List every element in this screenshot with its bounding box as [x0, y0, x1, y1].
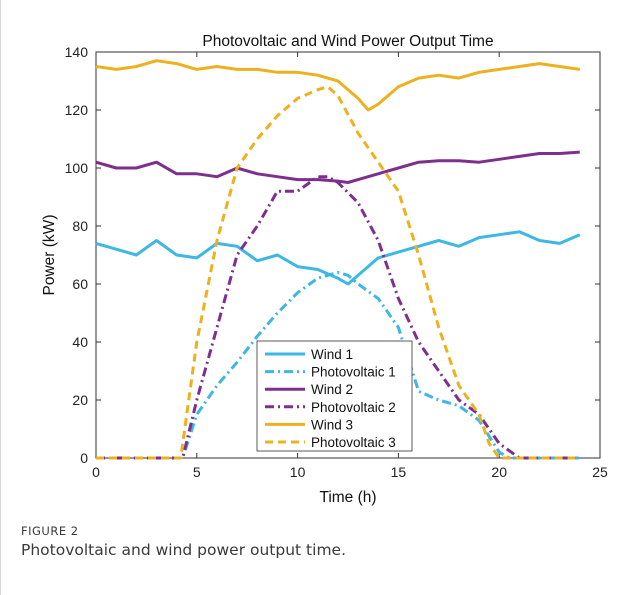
x-tick-label: 5 [193, 464, 201, 480]
x-tick-label: 15 [391, 464, 407, 480]
series-line-photovoltaic-3 [96, 85, 580, 460]
x-tick-label: 10 [290, 464, 306, 480]
y-tick-label: 80 [72, 218, 88, 234]
x-tick-label: 0 [92, 464, 100, 480]
series-line-photovoltaic-2 [96, 175, 580, 460]
axis-ticks: 0 5 10 15 20 25 0 20 40 60 80 100 120 140 [65, 44, 608, 480]
y-tick-label: 60 [72, 276, 88, 292]
y-tick-label: 40 [72, 334, 88, 350]
series-line-wind-1 [95, 230, 581, 286]
legend-label: Photovoltaic 1 [311, 365, 396, 380]
series-lines [95, 59, 581, 460]
figure-caption: FIGURE 2 Photovoltaic and wind power out… [21, 524, 621, 559]
legend-label: Wind 2 [311, 382, 353, 397]
legend-label: Photovoltaic 2 [311, 400, 396, 415]
chart: Photovoltaic and Wind Power Output Time … [41, 33, 608, 506]
y-tick-label: 140 [65, 44, 89, 60]
caption-text: Photovoltaic and wind power output time. [21, 541, 347, 559]
y-tick-label: 100 [65, 160, 89, 176]
x-tick-label: 25 [592, 464, 608, 480]
legend-label: Wind 1 [311, 347, 353, 362]
legend: Wind 1 Photovoltaic 1 Wind 2 Photovoltaic 2… [256, 340, 413, 452]
series-line-wind-2 [95, 150, 580, 184]
legend-label: Photovoltaic 3 [311, 435, 396, 450]
figure-frame: Photovoltaic and Wind Power Output Time … [0, 0, 621, 595]
x-tick-label: 20 [491, 464, 507, 480]
caption-label: FIGURE 2 [21, 524, 79, 538]
legend-box [256, 340, 413, 452]
y-axis-label: Power (kW) [41, 215, 58, 296]
legend-label: Wind 3 [311, 417, 353, 432]
chart-title: Photovoltaic and Wind Power Output Time [202, 33, 493, 50]
y-tick-label: 20 [72, 392, 88, 408]
series-line-wind-3 [95, 59, 581, 112]
x-axis-label: Time (h) [319, 489, 376, 506]
y-tick-label: 120 [65, 102, 89, 118]
y-tick-label: 0 [80, 450, 88, 466]
